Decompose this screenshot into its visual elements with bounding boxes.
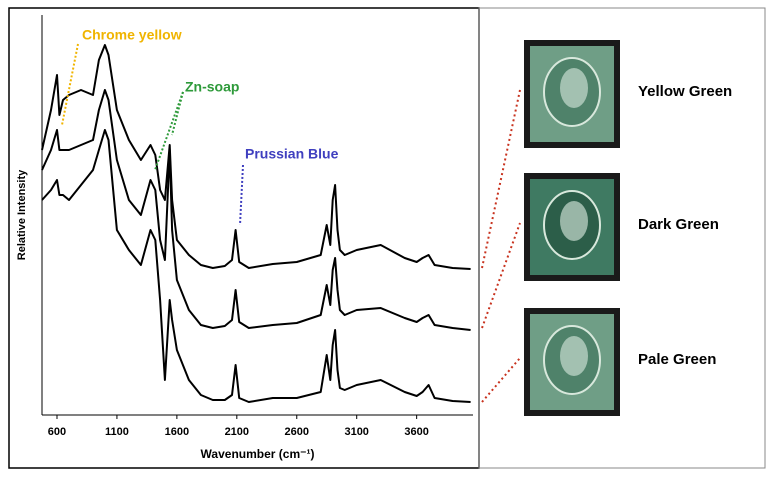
x-tick-label: 2600 xyxy=(285,426,309,438)
x-tick-label: 1100 xyxy=(105,426,129,438)
x-tick-label: 3100 xyxy=(344,426,368,438)
x-tick-label: 600 xyxy=(48,426,66,438)
stamps: Yellow Green Dark Green Pale Green xyxy=(481,40,732,416)
stamp-portrait xyxy=(560,68,588,108)
annotation-arrow xyxy=(61,43,79,126)
x-tick-label: 2100 xyxy=(225,426,249,438)
spectrum-line xyxy=(41,44,471,270)
stamp-label: Dark Green xyxy=(638,216,719,233)
connector xyxy=(481,89,521,269)
annotation: Zn-soap xyxy=(185,79,239,95)
spectrum-line xyxy=(41,129,471,403)
spectrum-line xyxy=(41,89,471,331)
stamp-portrait xyxy=(560,201,588,241)
annotation-arrow xyxy=(171,91,184,136)
x-axis-title: Wavenumber (cm⁻¹) xyxy=(201,447,315,461)
connector xyxy=(481,222,521,329)
annotation: Chrome yellow xyxy=(82,27,182,43)
image-frame xyxy=(478,7,766,469)
x-tick-label: 1600 xyxy=(165,426,189,438)
x-tick-label: 3600 xyxy=(404,426,428,438)
annotation-arrow xyxy=(154,91,184,171)
stamp-label: Yellow Green xyxy=(638,83,732,100)
stamp-label: Pale Green xyxy=(638,351,716,368)
annotation: Prussian Blue xyxy=(245,146,339,162)
stamp-portrait xyxy=(560,336,588,376)
y-axis-title: Relative Intensity xyxy=(16,169,28,260)
